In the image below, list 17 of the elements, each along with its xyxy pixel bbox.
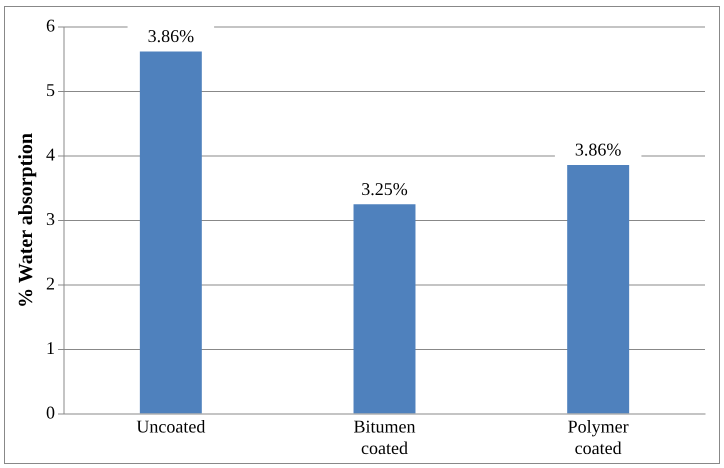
y-tick-label: 3	[46, 209, 55, 230]
annotation: 3.25%	[361, 179, 408, 200]
y-tick-label: 2	[46, 274, 55, 294]
y-tick-label: 4	[46, 144, 55, 165]
y-tick-label: 1	[46, 338, 55, 358]
annotation: 3.86%	[574, 140, 622, 160]
x-tick-label: Uncoated	[136, 416, 206, 436]
y-axis-title: % Water absorption	[15, 132, 38, 308]
x-tick-label: Polymer coated	[568, 416, 629, 458]
bar	[354, 204, 416, 414]
bar	[567, 164, 630, 414]
y-tick-label: 5	[46, 80, 55, 100]
y-tick-label: 0	[46, 402, 55, 423]
y-tick-label: 6	[46, 16, 55, 36]
x-tick-label: Bitumen coated	[354, 416, 416, 458]
bar	[140, 52, 202, 414]
annotation: 3.86%	[148, 26, 194, 46]
